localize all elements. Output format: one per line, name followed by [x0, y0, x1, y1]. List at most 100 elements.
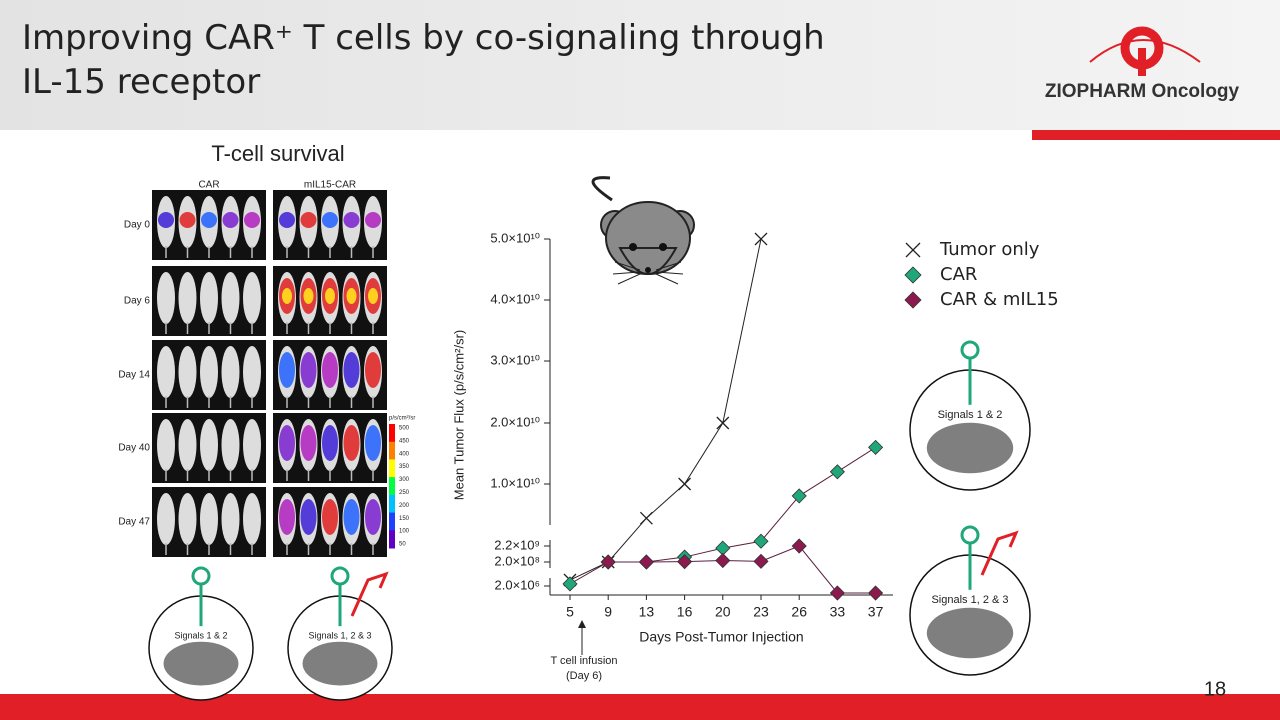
cell-label: Signals 1, 2 & 3: [931, 594, 1008, 606]
data-point: [829, 464, 845, 480]
imaging-title: T-cell survival: [211, 141, 344, 166]
signal-blob: [300, 499, 317, 535]
colorbar-tick: 200: [399, 503, 410, 509]
data-point: [716, 416, 730, 430]
logo-arc: [1089, 39, 1201, 63]
data-point: [753, 553, 769, 569]
data-point: [791, 538, 807, 554]
colorbar-tick: 50: [399, 542, 406, 548]
mouse-body: [157, 419, 175, 471]
signal-core: [346, 288, 357, 304]
header-stripe: [1032, 130, 1280, 140]
mouse-body: [221, 346, 240, 398]
x-tick-label: 13: [639, 604, 655, 620]
mouse-body: [243, 346, 261, 398]
signal-blob: [279, 499, 295, 535]
mouse-body: [178, 272, 197, 324]
mouse-body: [178, 346, 197, 398]
x-tick-label: 5: [566, 604, 574, 620]
mouse-body: [157, 272, 175, 324]
signal-blob: [279, 425, 295, 461]
signal-blob: [158, 212, 174, 228]
mouse-body: [243, 419, 261, 471]
signal-blob: [279, 352, 295, 388]
mouse-body: [221, 419, 240, 471]
cell-label: Signals 1 & 2: [174, 631, 227, 641]
y-tick-label: 2.2×10⁹: [494, 537, 540, 552]
legend-marker: [904, 291, 922, 309]
cell-nucleus: [302, 641, 378, 686]
signal-blob: [365, 352, 381, 388]
x-tick-label: 26: [791, 604, 807, 620]
cell-label: Signals 1 & 2: [938, 409, 1003, 421]
logo: ZIOPHARM Oncology: [1045, 26, 1240, 102]
data-point: [754, 232, 768, 246]
slide-title: Improving CAR⁺ T cells by co-signaling t…: [22, 18, 825, 102]
x-tick-label: 20: [715, 604, 731, 620]
signal-blob: [322, 499, 338, 535]
row-label: Day 0: [124, 220, 151, 231]
signal-blob: [322, 352, 338, 388]
x-tick-label: 33: [830, 604, 846, 620]
x-axis-label: Days Post-Tumor Injection: [639, 629, 803, 645]
colorbar-tick: 400: [399, 451, 410, 457]
row-label: Day 47: [118, 517, 150, 528]
cell-nucleus: [163, 641, 239, 686]
mouse-body: [221, 493, 240, 545]
data-point: [753, 533, 769, 549]
colorbar-segment: [389, 530, 395, 549]
cell-nucleus: [926, 422, 1014, 474]
colorbar-tick: 300: [399, 477, 410, 483]
x-tick-label: 23: [753, 604, 769, 620]
signal-blob: [300, 212, 317, 228]
data-point: [715, 552, 731, 569]
signal-core: [303, 288, 314, 304]
data-point: [600, 554, 616, 570]
mouse-body: [157, 346, 175, 398]
colorbar-segment: [389, 459, 395, 478]
colorbar-segment: [389, 494, 395, 514]
signal-blob: [322, 425, 338, 461]
signal-blob: [343, 499, 360, 535]
page-number: 18: [1204, 678, 1226, 700]
header-band: [0, 0, 1280, 130]
signal-blob: [279, 212, 295, 228]
colorbar-tick: 500: [399, 426, 410, 432]
x-tick-label: 37: [868, 604, 884, 620]
signal-blob: [322, 212, 338, 228]
cell-nucleus: [926, 607, 1014, 659]
colorbar-segment: [389, 424, 395, 443]
signal-blob: [365, 499, 381, 535]
data-point: [638, 554, 654, 570]
title-box: Improving CAR⁺ T cells by co-signaling t…: [22, 18, 825, 102]
imaging-panel: CAR mIL15-CAR Day 0 Day 6 Day 14 Day 40 Day 47…: [118, 180, 415, 557]
legend-label: CAR & mIL15: [940, 289, 1059, 310]
mouse-icon: [591, 176, 695, 285]
cell-diagrams: Signals 1 & 2 Signals 1, 2 & 3 Signals 1 &…: [148, 340, 1031, 701]
mouse-body: [178, 419, 197, 471]
signal-core: [368, 288, 378, 304]
signal-blob: [300, 352, 317, 388]
signal-blob: [343, 352, 360, 388]
legend-marker: [905, 242, 921, 258]
y-tick-label: 4.0×10¹⁰: [490, 291, 540, 306]
data-point: [678, 477, 692, 491]
colorbar-segment: [389, 477, 395, 496]
signal-blob: [179, 212, 196, 228]
data-point: [868, 439, 884, 455]
data-point: [791, 488, 807, 504]
receptor-head: [960, 340, 980, 360]
y-tick-label: 2.0×10⁶: [495, 577, 540, 592]
signal-blob: [300, 425, 317, 461]
colorbar-tick: 150: [399, 516, 410, 522]
mouse-body: [200, 346, 218, 398]
signal-blob: [343, 425, 360, 461]
colorbar-tick: 350: [399, 464, 410, 470]
legend-marker: [904, 266, 922, 284]
signal-blob: [365, 425, 381, 461]
annotation-arrowhead: [578, 620, 586, 628]
row-label: Day 14: [118, 370, 150, 381]
colorbar-segment: [389, 512, 395, 531]
mouse-body: [243, 272, 261, 324]
